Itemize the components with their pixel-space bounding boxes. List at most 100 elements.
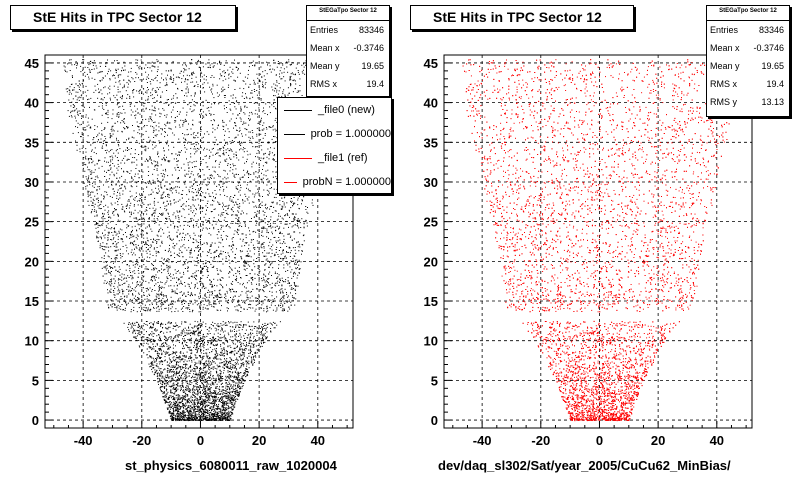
- data-point: [168, 411, 170, 413]
- data-point: [231, 359, 233, 361]
- data-point: [111, 180, 113, 182]
- data-point: [153, 340, 155, 342]
- data-point: [180, 414, 182, 416]
- data-point: [272, 129, 274, 131]
- data-point: [301, 250, 303, 252]
- data-point: [202, 375, 204, 376]
- data-point: [282, 310, 284, 312]
- data-point: [76, 99, 78, 101]
- data-point: [294, 259, 296, 261]
- data-point: [190, 206, 192, 208]
- data-point: [263, 342, 264, 344]
- data-point: [198, 402, 200, 404]
- data-point: [178, 371, 180, 373]
- data-point: [160, 323, 162, 325]
- data-point: [178, 248, 180, 250]
- data-point: [145, 241, 147, 243]
- data-point: [210, 371, 212, 373]
- data-point: [148, 334, 150, 336]
- data-point: [154, 146, 156, 148]
- data-point: [114, 77, 116, 79]
- data-point: [177, 382, 179, 384]
- data-point: [224, 413, 226, 414]
- data-point: [246, 268, 248, 269]
- data-point: [114, 257, 116, 259]
- data-point: [101, 79, 103, 81]
- data-point: [156, 234, 158, 236]
- data-point: [181, 81, 182, 83]
- data-point: [159, 338, 161, 340]
- data-point: [299, 232, 301, 234]
- data-point: [137, 125, 138, 127]
- data-point: [107, 59, 108, 61]
- data-point: [271, 295, 273, 297]
- data-point: [216, 261, 218, 263]
- data-point: [116, 104, 118, 106]
- data-point: [233, 367, 235, 369]
- data-point: [246, 357, 248, 359]
- data-point: [209, 386, 210, 388]
- data-point: [175, 322, 177, 324]
- data-point: [239, 382, 241, 384]
- data-point: [163, 398, 165, 400]
- data-point: [167, 328, 169, 330]
- data-point: [238, 383, 240, 385]
- data-point: [223, 355, 225, 357]
- data-point: [205, 192, 207, 194]
- data-point: [187, 261, 189, 263]
- data-point: [208, 178, 210, 180]
- data-point: [155, 276, 157, 278]
- data-point: [198, 251, 200, 252]
- data-point: [173, 325, 175, 327]
- data-point: [153, 359, 155, 361]
- data-point: [258, 190, 259, 192]
- data-point: [134, 272, 136, 274]
- data-point: [185, 395, 187, 397]
- data-point: [295, 285, 297, 286]
- data-point: [85, 164, 87, 166]
- data-point: [182, 379, 184, 381]
- data-point: [278, 267, 279, 269]
- data-point: [219, 289, 221, 291]
- data-point: [170, 354, 172, 355]
- data-point: [211, 284, 213, 286]
- data-point: [119, 298, 121, 300]
- data-point: [187, 92, 189, 94]
- data-point: [248, 290, 250, 292]
- data-point: [168, 149, 170, 151]
- data-point: [107, 114, 109, 116]
- data-point: [242, 202, 244, 204]
- data-point: [214, 403, 215, 405]
- data-point: [256, 334, 258, 336]
- data-point: [149, 327, 151, 329]
- data-point: [264, 332, 266, 334]
- data-point: [210, 114, 212, 116]
- data-point: [229, 377, 231, 379]
- data-point: [102, 147, 104, 149]
- data-point: [157, 162, 159, 164]
- data-point: [218, 163, 220, 165]
- data-point: [224, 130, 226, 132]
- data-point: [194, 389, 196, 391]
- data-point: [175, 374, 177, 376]
- data-point: [214, 382, 216, 384]
- data-point: [240, 382, 242, 384]
- data-point: [166, 280, 168, 282]
- data-point: [183, 273, 185, 275]
- data-point: [110, 285, 112, 287]
- data-point: [164, 399, 166, 401]
- data-point: [247, 253, 249, 255]
- data-point: [114, 294, 116, 296]
- data-point: [257, 180, 259, 182]
- data-point: [164, 342, 166, 344]
- data-point: [237, 229, 239, 231]
- data-point: [260, 334, 262, 336]
- data-point: [199, 189, 201, 191]
- data-point: [278, 213, 280, 215]
- data-point: [135, 295, 136, 297]
- data-point: [77, 122, 79, 124]
- data-point: [197, 173, 199, 175]
- data-point: [159, 336, 161, 338]
- data-point: [153, 169, 155, 170]
- data-point: [202, 221, 204, 223]
